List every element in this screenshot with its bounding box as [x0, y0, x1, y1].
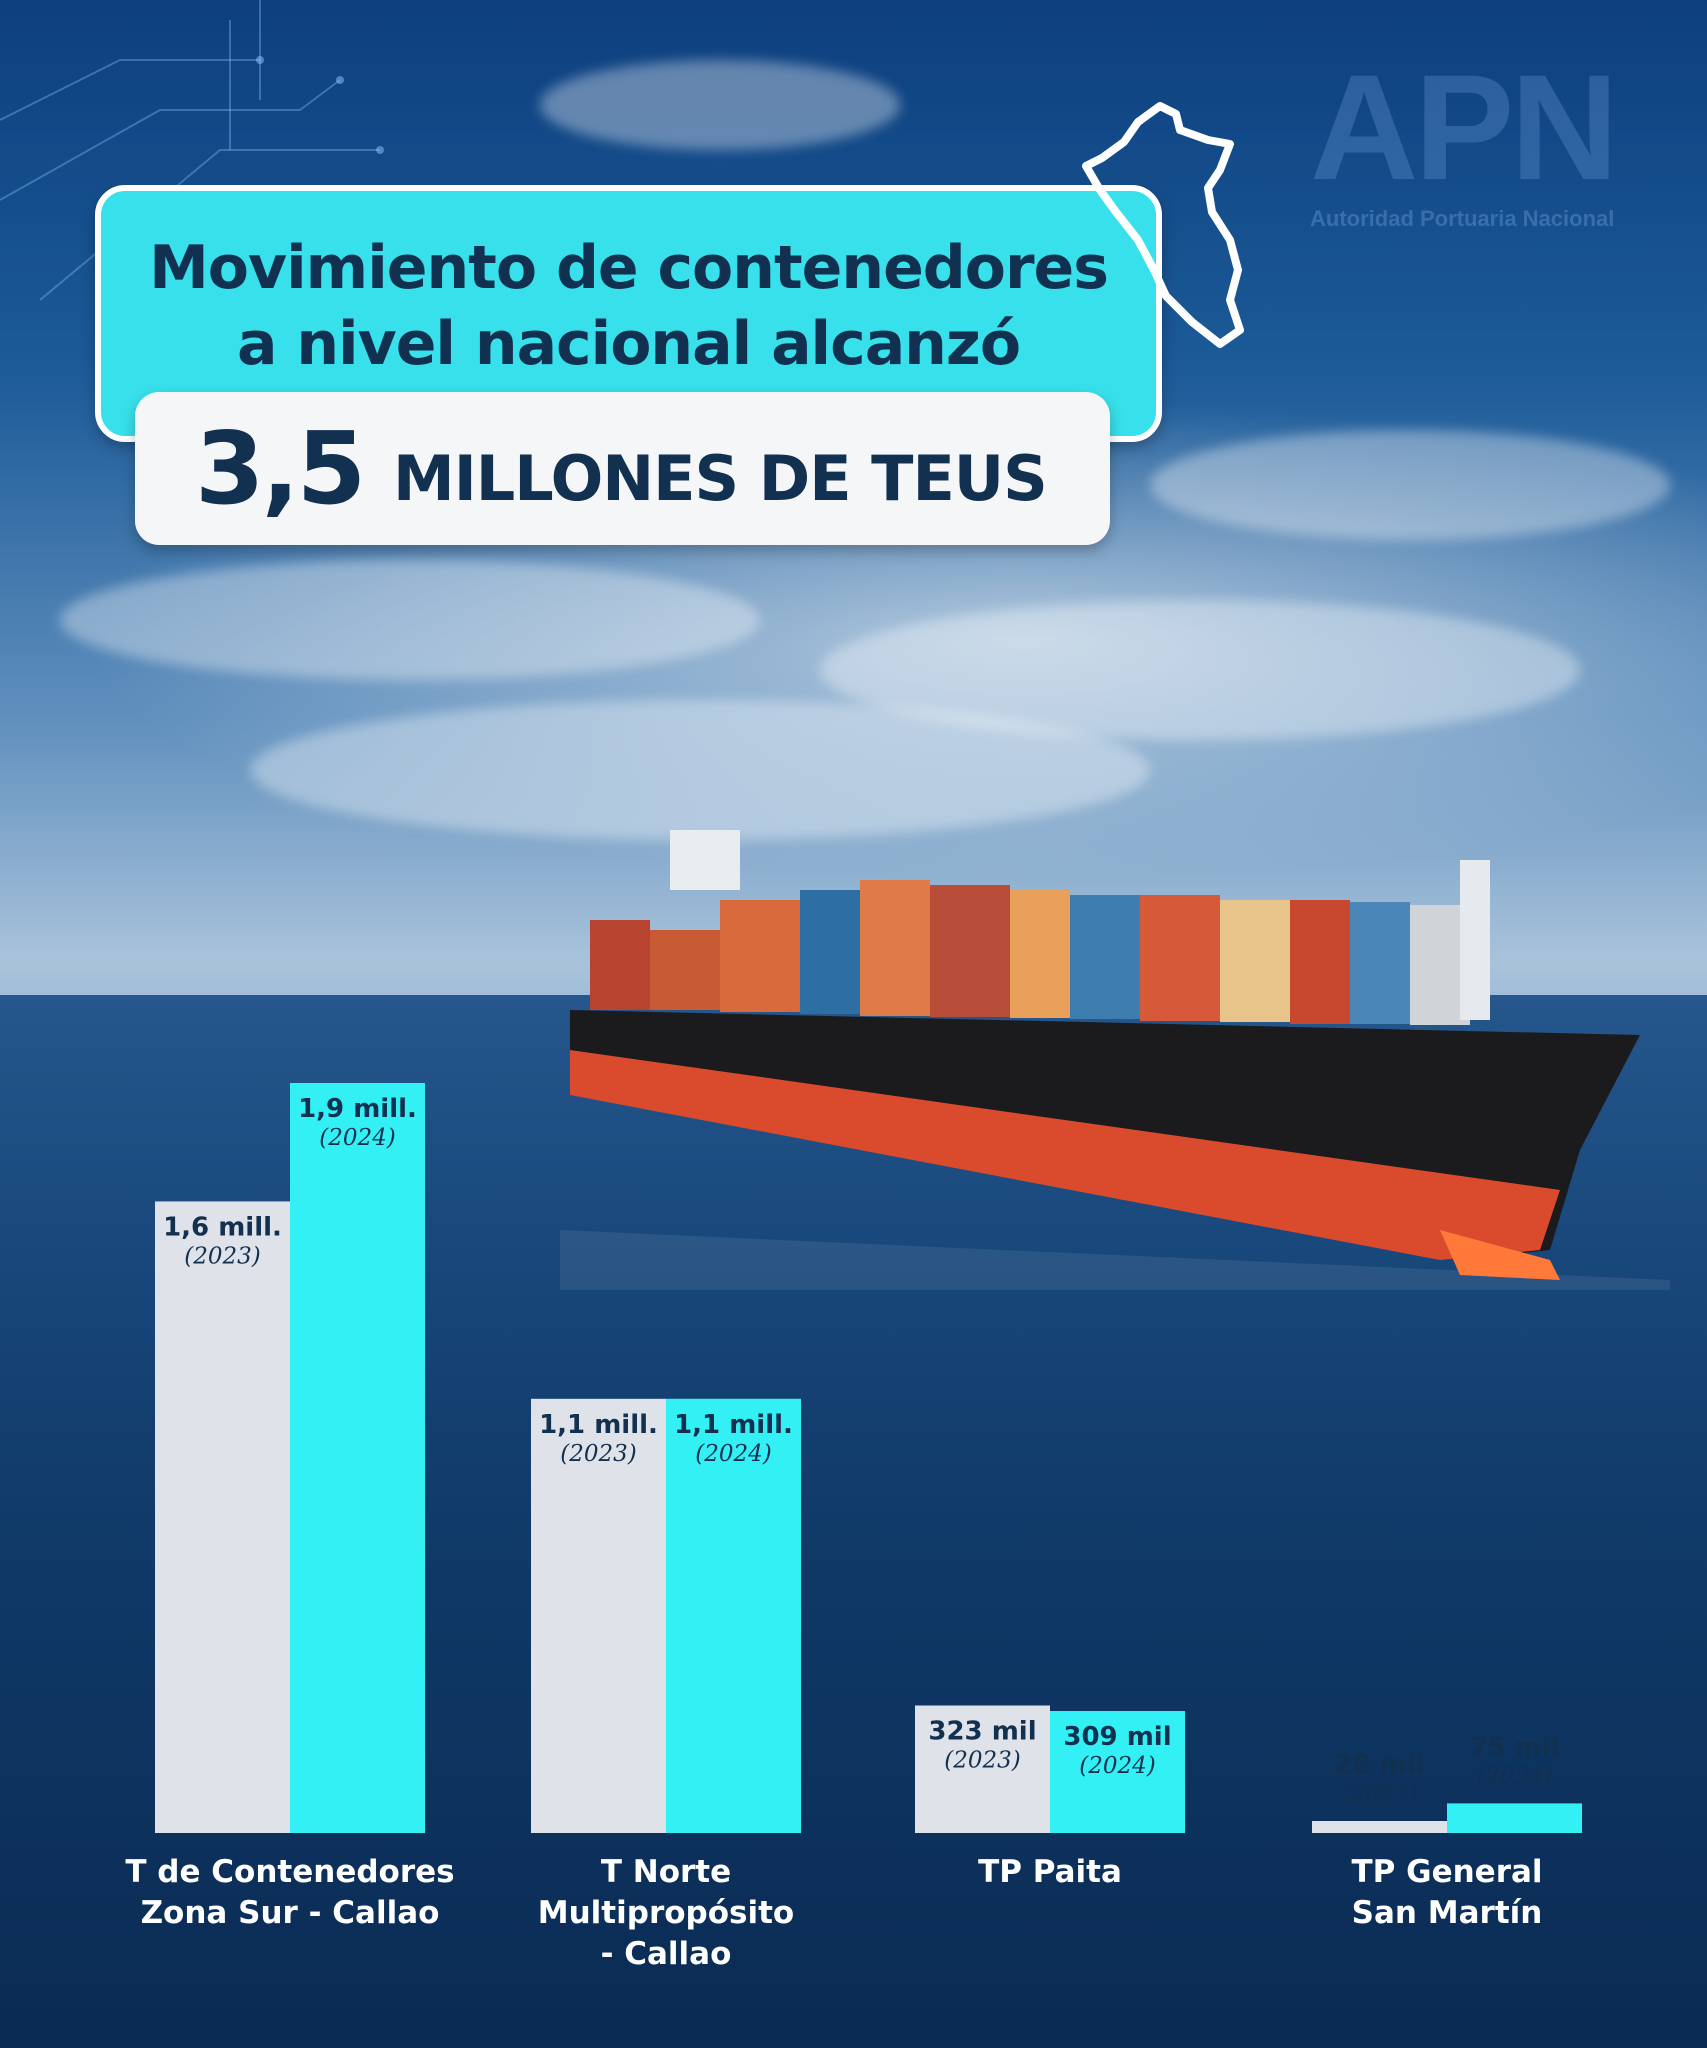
bar-year-label: (2024) [1079, 1753, 1155, 1779]
title-line-2: a nivel nacional alcanzó [236, 309, 1021, 379]
cloud [820, 600, 1580, 740]
bar-value-label: 309 mil [1063, 1722, 1171, 1752]
bar-year-label: (2023) [560, 1441, 636, 1467]
logo-subtitle: Autoridad Portuaria Nacional [1310, 206, 1615, 231]
category-label: Zona Sur - Callao [141, 1895, 440, 1931]
peru-map-outline-icon [1082, 102, 1244, 348]
bar-2023 [915, 1705, 1050, 1833]
cloud [540, 60, 900, 150]
bar-value-label: 323 mil [928, 1717, 1036, 1747]
highlight-number: 3,5 [195, 410, 366, 527]
highlight-box: 3,5 MILLONES DE TEUS [135, 392, 1110, 545]
logo-text: APN [1310, 43, 1619, 211]
bar-2024 [1447, 1803, 1582, 1833]
title-line-1: Movimiento de contenedores [149, 233, 1109, 303]
bar-2023 [155, 1201, 290, 1833]
bar-2024 [666, 1398, 801, 1833]
bar-value-label: 1,1 mill. [674, 1410, 793, 1440]
apn-logo: APN Autoridad Portuaria Nacional [1310, 52, 1670, 232]
bar-value-label: 28 mil [1334, 1750, 1424, 1780]
bar-value-label: 1,1 mill. [539, 1410, 658, 1440]
bar-year-label: (2024) [695, 1441, 771, 1467]
category-label: - Callao [601, 1936, 732, 1972]
bar-value-label: 1,9 mill. [298, 1094, 417, 1124]
bar-year-label: (2023) [1341, 1781, 1417, 1807]
bar-year-label: (2023) [944, 1748, 1020, 1774]
bar-2024 [1050, 1711, 1185, 1833]
container-ship-image [560, 830, 1670, 1290]
cloud [60, 560, 760, 680]
bar-year-label: (2024) [1476, 1763, 1552, 1789]
bar-2024 [290, 1083, 425, 1833]
bar-2023 [531, 1398, 666, 1833]
category-label: TP General [1351, 1854, 1542, 1890]
bar-year-label: (2023) [184, 1243, 260, 1269]
category-label: T Norte [601, 1854, 731, 1890]
category-label: Multipropósito [538, 1895, 794, 1931]
cloud [250, 700, 1150, 840]
highlight-unit: MILLONES DE TEUS [393, 442, 1048, 515]
category-label: San Martín [1352, 1895, 1543, 1931]
bar-year-label: (2024) [319, 1125, 395, 1151]
bar-value-label: 1,6 mill. [163, 1212, 282, 1242]
category-label: T de Contenedores [125, 1854, 454, 1890]
bar-2023 [1312, 1821, 1447, 1833]
bar-value-label: 75 mil [1469, 1732, 1559, 1762]
cloud [1150, 430, 1670, 540]
category-label: TP Paita [978, 1854, 1122, 1890]
